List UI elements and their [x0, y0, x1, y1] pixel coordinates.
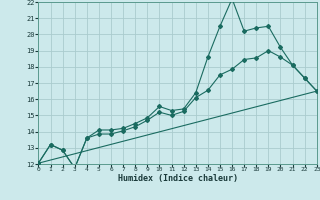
- X-axis label: Humidex (Indice chaleur): Humidex (Indice chaleur): [118, 174, 238, 183]
